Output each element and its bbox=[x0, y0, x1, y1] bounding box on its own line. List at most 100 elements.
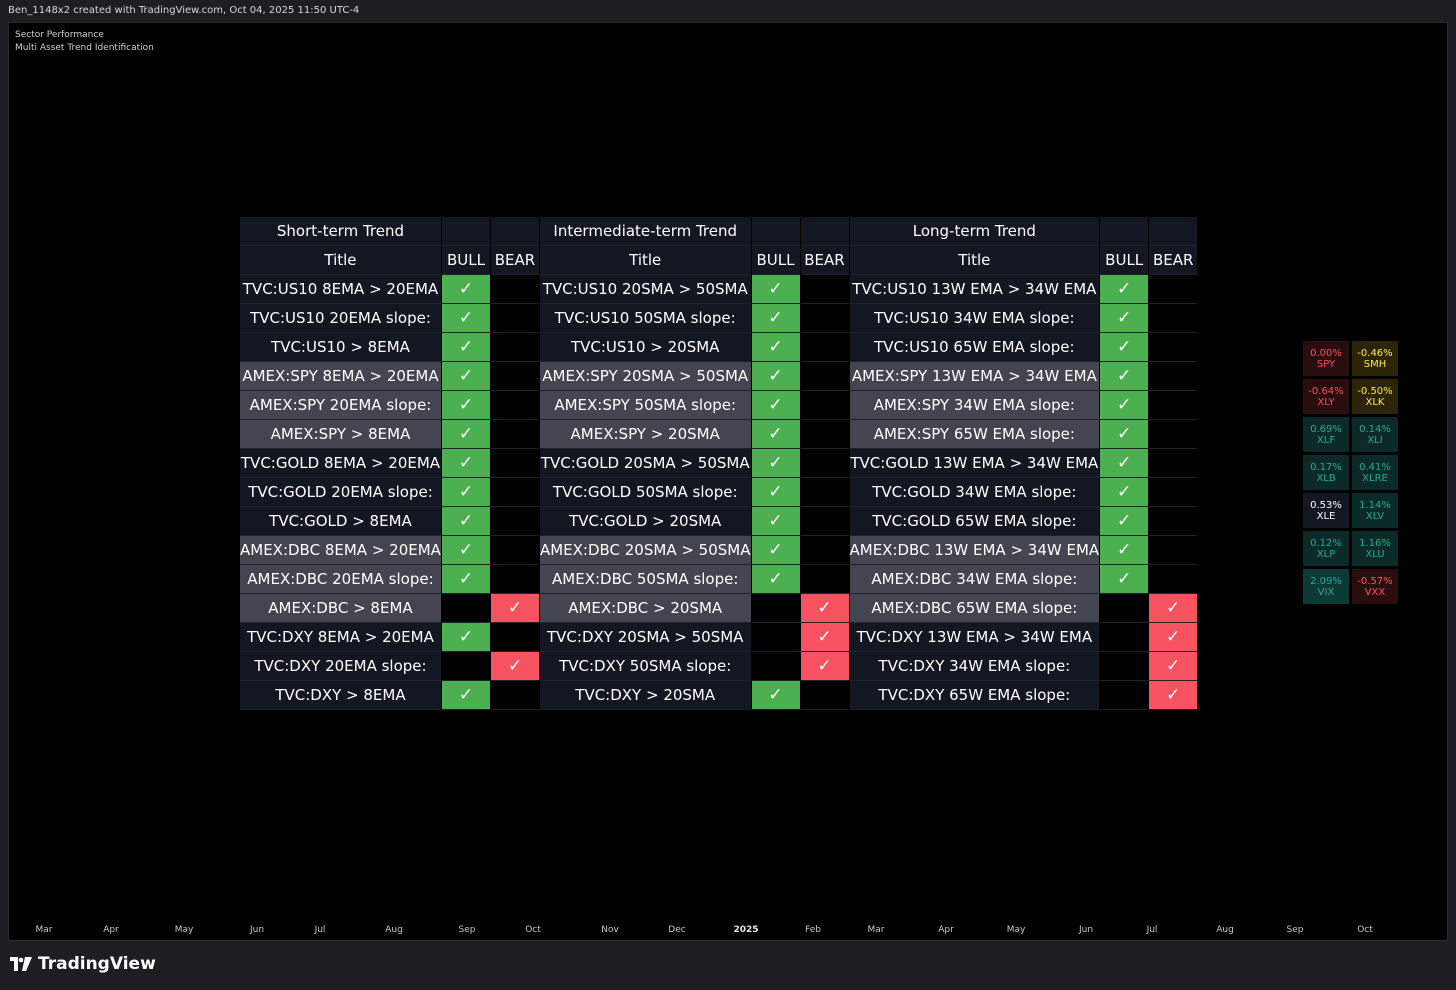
time-axis-tick: Jul bbox=[314, 925, 326, 935]
bull-signal-cell: ✓ bbox=[751, 275, 800, 304]
checkmark-icon: ✓ bbox=[458, 279, 474, 299]
bull-signal-cell: ✓ bbox=[1100, 565, 1149, 594]
checkmark-icon: ✓ bbox=[458, 424, 474, 444]
sector-cell-xlu: 1.16% XLU bbox=[1352, 531, 1398, 566]
bear-signal-cell: ✓ bbox=[800, 652, 849, 681]
checkmark-icon: ✓ bbox=[458, 482, 474, 502]
bear-signal-cell bbox=[800, 304, 849, 333]
checkmark-icon: ✓ bbox=[1117, 511, 1132, 531]
sector-performance-grid: 0.00% SPY -0.46% SMH -0.64% XLY -0.50% XLK 0.69%… bbox=[1303, 341, 1398, 604]
table-column-row: Title BULL BEAR Title BULL BEAR Title BULL BEAR bbox=[240, 246, 1198, 275]
checkmark-icon: ✓ bbox=[1117, 337, 1132, 357]
time-axis-tick: Oct bbox=[525, 925, 541, 935]
sector-cell-xlp: 0.12% XLP bbox=[1303, 531, 1349, 566]
bear-signal-cell bbox=[800, 275, 849, 304]
bear-signal-cell: ✓ bbox=[1149, 681, 1198, 710]
time-axis-tick: Mar bbox=[867, 925, 885, 935]
sector-ticker: XLV bbox=[1365, 510, 1385, 522]
bull-signal-cell: ✓ bbox=[751, 565, 800, 594]
sector-ticker: SPY bbox=[1316, 358, 1336, 370]
table-row: TVC:DXY 20EMA slope: ✓ TVC:DXY 50SMA slope… bbox=[240, 652, 1198, 681]
bull-signal-cell: ✓ bbox=[751, 362, 800, 391]
sector-change: -0.57% bbox=[1357, 575, 1393, 587]
bear-signal-cell: ✓ bbox=[1149, 594, 1198, 623]
checkmark-icon: ✓ bbox=[1117, 424, 1132, 444]
chart-pane[interactable]: Sector Performance Multi Asset Trend Ide… bbox=[8, 22, 1448, 941]
table-row: TVC:US10 20EMA slope: ✓ TVC:US10 50SMA slo… bbox=[240, 304, 1198, 333]
checkmark-icon: ✓ bbox=[458, 337, 474, 357]
bull-signal-cell: ✓ bbox=[441, 275, 490, 304]
sector-cell-xli: 0.14% XLI bbox=[1352, 417, 1398, 452]
sector-ticker: XLF bbox=[1316, 434, 1336, 446]
section-header-spacer bbox=[490, 217, 539, 246]
time-axis-tick: Apr bbox=[103, 925, 119, 935]
checkmark-icon: ✓ bbox=[768, 424, 783, 444]
time-axis-tick: Dec bbox=[668, 925, 686, 935]
section-header: Long-term Trend bbox=[849, 217, 1100, 246]
checkmark-icon: ✓ bbox=[768, 395, 783, 415]
bull-signal-cell: ✓ bbox=[1100, 362, 1149, 391]
indicator-name-trend-identification[interactable]: Multi Asset Trend Identification bbox=[15, 43, 154, 53]
checkmark-icon: ✓ bbox=[458, 569, 474, 589]
time-axis-tick: Sep bbox=[1286, 925, 1304, 935]
trend-condition-label: TVC:DXY 65W EMA slope: bbox=[849, 681, 1100, 710]
checkmark-icon: ✓ bbox=[1117, 540, 1132, 560]
time-axis-tick: Oct bbox=[1357, 925, 1373, 935]
time-axis-tick: Jun bbox=[249, 925, 265, 935]
sector-change: 0.17% bbox=[1310, 461, 1342, 473]
tradingview-logo-icon bbox=[10, 957, 32, 971]
trend-condition-label: TVC:US10 8EMA > 20EMA bbox=[240, 275, 441, 304]
bear-signal-cell bbox=[800, 681, 849, 710]
sector-change: 0.00% bbox=[1310, 347, 1342, 359]
trend-condition-label: TVC:US10 13W EMA > 34W EMA bbox=[849, 275, 1100, 304]
trend-condition-label: TVC:US10 20EMA slope: bbox=[240, 304, 441, 333]
sector-cell-xlk: -0.50% XLK bbox=[1352, 379, 1398, 414]
table-row: AMEX:SPY 8EMA > 20EMA ✓ AMEX:SPY 20SMA > 5… bbox=[240, 362, 1198, 391]
trend-condition-label: TVC:US10 65W EMA slope: bbox=[849, 333, 1100, 362]
bear-signal-cell bbox=[490, 362, 539, 391]
table-row: AMEX:SPY 20EMA slope: ✓ AMEX:SPY 50SMA slo… bbox=[240, 391, 1198, 420]
trend-condition-label: TVC:GOLD 13W EMA > 34W EMA bbox=[849, 449, 1100, 478]
bull-signal-cell: ✓ bbox=[1100, 449, 1149, 478]
sector-ticker: XLY bbox=[1317, 396, 1335, 408]
table-row: TVC:US10 8EMA > 20EMA ✓ TVC:US10 20SMA > 5… bbox=[240, 275, 1198, 304]
time-axis-tick: Mar bbox=[35, 925, 53, 935]
bull-signal-cell bbox=[1100, 652, 1149, 681]
sector-cell-xlb: 0.17% XLB bbox=[1303, 455, 1349, 490]
sector-ticker: XLU bbox=[1365, 548, 1385, 560]
trend-condition-label: TVC:GOLD > 20SMA bbox=[539, 507, 751, 536]
checkmark-icon: ✓ bbox=[458, 540, 474, 560]
sector-ticker: VXX bbox=[1364, 586, 1386, 598]
bull-signal-cell bbox=[441, 594, 490, 623]
bear-signal-cell bbox=[1149, 333, 1198, 362]
bear-signal-cell: ✓ bbox=[800, 623, 849, 652]
sector-ticker: XLP bbox=[1316, 548, 1336, 560]
checkmark-icon: ✓ bbox=[458, 308, 474, 328]
bull-signal-cell bbox=[1100, 623, 1149, 652]
bull-signal-cell: ✓ bbox=[441, 565, 490, 594]
trend-condition-label: AMEX:DBC 34W EMA slope: bbox=[849, 565, 1100, 594]
bear-signal-cell bbox=[1149, 391, 1198, 420]
sector-cell-xlre: 0.41% XLRE bbox=[1352, 455, 1398, 490]
trend-condition-label: TVC:DXY 8EMA > 20EMA bbox=[240, 623, 441, 652]
trend-condition-label: AMEX:SPY 13W EMA > 34W EMA bbox=[849, 362, 1100, 391]
tradingview-brand[interactable]: TradingView bbox=[10, 954, 156, 974]
trend-condition-label: AMEX:DBC > 8EMA bbox=[240, 594, 441, 623]
checkmark-icon: ✓ bbox=[458, 366, 474, 386]
trend-condition-label: AMEX:DBC 20SMA > 50SMA bbox=[539, 536, 751, 565]
bull-signal-cell: ✓ bbox=[1100, 420, 1149, 449]
table-row: TVC:GOLD 8EMA > 20EMA ✓ TVC:GOLD 20SMA > 5… bbox=[240, 449, 1198, 478]
bull-signal-cell: ✓ bbox=[1100, 304, 1149, 333]
time-axis[interactable]: Mar Apr May Jun Jul Aug Sep Oct Nov Dec 2025 Feb Mar… bbox=[9, 923, 1449, 939]
bull-signal-cell: ✓ bbox=[751, 391, 800, 420]
sector-change: 2.09% bbox=[1310, 575, 1342, 587]
sector-change: 0.53% bbox=[1310, 499, 1342, 511]
checkmark-icon: ✓ bbox=[768, 366, 783, 386]
bear-signal-cell bbox=[800, 391, 849, 420]
indicator-name-sector-performance[interactable]: Sector Performance bbox=[15, 30, 104, 40]
sector-change: 0.14% bbox=[1359, 423, 1391, 435]
table-row: TVC:DXY 8EMA > 20EMA ✓ TVC:DXY 20SMA > 50S… bbox=[240, 623, 1198, 652]
bull-signal-cell: ✓ bbox=[1100, 391, 1149, 420]
trend-condition-label: TVC:DXY > 20SMA bbox=[539, 681, 751, 710]
trend-condition-label: TVC:DXY > 8EMA bbox=[240, 681, 441, 710]
